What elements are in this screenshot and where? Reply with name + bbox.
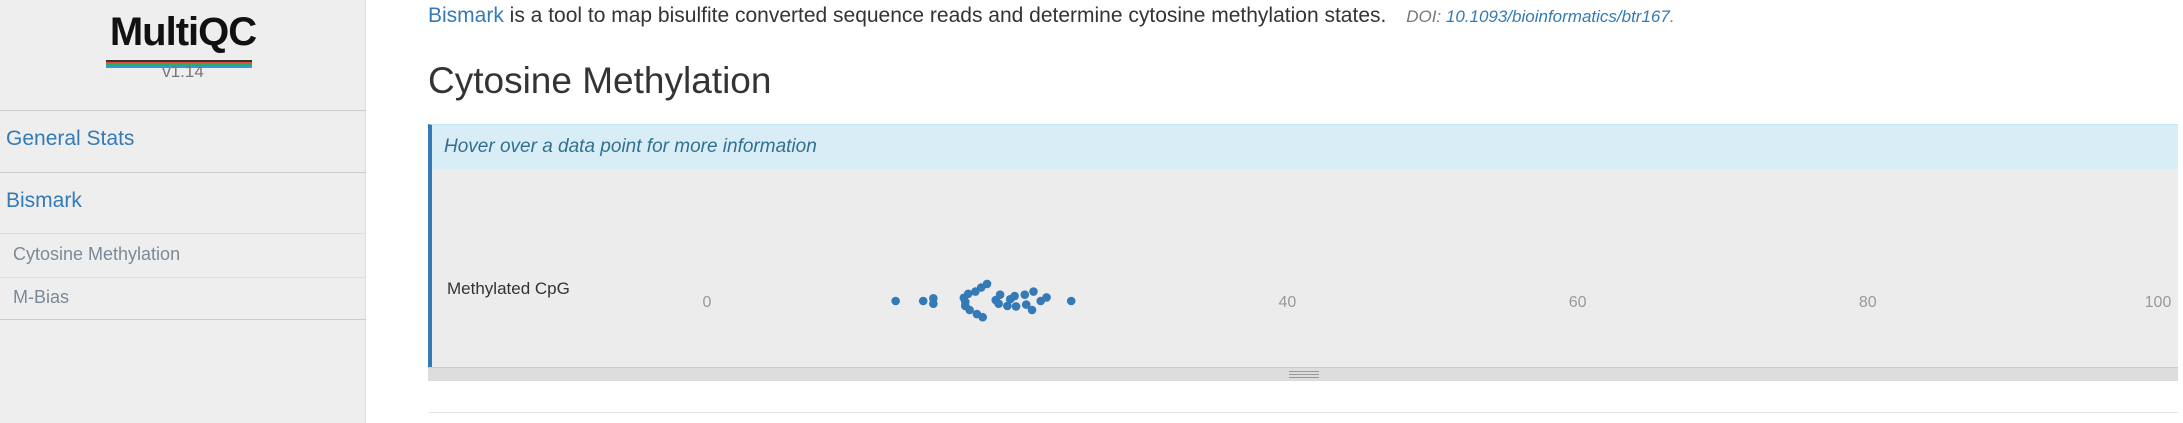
- plot-area[interactable]: Methylated CpG 0 40 60 80 100: [428, 169, 2178, 367]
- plot-resize-bar[interactable]: [428, 367, 2178, 381]
- logo-stripes: [106, 60, 252, 68]
- nav-divider: [0, 110, 366, 111]
- main-content: Bismark is a tool to map bisulfite conve…: [428, 0, 2183, 423]
- data-point[interactable]: [982, 279, 992, 289]
- beeswarm-chart[interactable]: Methylated CpG 0 40 60 80 100: [432, 169, 2178, 367]
- version-label: v1.14: [162, 62, 204, 81]
- logo-stripe: [106, 60, 252, 62]
- nav-divider: [0, 319, 366, 320]
- doi-suffix: .: [1669, 7, 1675, 26]
- data-point[interactable]: [965, 305, 974, 315]
- nav-subdivider: [0, 233, 366, 234]
- sidebar-item-cytosine-methylation[interactable]: Cytosine Methylation: [13, 244, 181, 264]
- x-tick-label: 0: [703, 294, 712, 311]
- data-point[interactable]: [1066, 296, 1076, 306]
- data-point[interactable]: [1020, 290, 1030, 299]
- x-tick-label: 60: [1569, 294, 1587, 311]
- data-point[interactable]: [1010, 291, 1019, 301]
- beeswarm-plot-panel: Hover over a data point for more informa…: [428, 124, 2178, 381]
- hover-hint-banner: Hover over a data point for more informa…: [428, 124, 2178, 169]
- section-divider: [428, 412, 2178, 413]
- data-point[interactable]: [995, 290, 1005, 299]
- multiqc-logo[interactable]: MultiQC: [0, 12, 366, 107]
- sidebar-item-bismark[interactable]: Bismark: [6, 189, 82, 212]
- logo-text: MultiQC: [109, 10, 257, 54]
- logo-stripe: [106, 62, 252, 64]
- section-title: Cytosine Methylation: [428, 60, 772, 101]
- data-point[interactable]: [1003, 301, 1012, 311]
- data-point[interactable]: [1011, 302, 1021, 311]
- bismark-link[interactable]: Bismark: [428, 4, 504, 27]
- data-point[interactable]: [1029, 287, 1038, 296]
- x-tick-label: 100: [2145, 294, 2172, 311]
- x-axis-ticks: 0 40 60 80 100: [703, 294, 2172, 311]
- resize-handle-icon[interactable]: [1289, 371, 1319, 378]
- data-point[interactable]: [1027, 305, 1037, 315]
- data-point[interactable]: [1042, 293, 1051, 302]
- data-point[interactable]: [929, 299, 938, 308]
- sidebar: MultiQC v1.14 General Stats Bismark Cyto…: [0, 0, 366, 423]
- nav-divider: [0, 172, 366, 173]
- data-point[interactable]: [994, 299, 1003, 308]
- doi-label: DOI:: [1406, 7, 1446, 26]
- data-point[interactable]: [963, 289, 973, 299]
- series-label: Methylated CpG: [447, 279, 570, 298]
- data-point[interactable]: [1021, 300, 1031, 309]
- nav-subdivider: [0, 277, 366, 278]
- sidebar-item-m-bias[interactable]: M-Bias: [13, 287, 70, 307]
- data-point[interactable]: [918, 296, 928, 306]
- logo-stripe: [106, 66, 252, 68]
- data-point[interactable]: [891, 296, 900, 306]
- data-points[interactable]: [891, 279, 1076, 322]
- logo-stripe: [106, 64, 252, 66]
- intro-description: is a tool to map bisulfite converted seq…: [503, 4, 1387, 27]
- data-point[interactable]: [978, 312, 987, 322]
- sidebar-item-general-stats[interactable]: General Stats: [6, 127, 135, 150]
- x-tick-label: 40: [1279, 294, 1297, 311]
- module-intro: Bismark is a tool to map bisulfite conve…: [428, 4, 1675, 28]
- x-tick-label: 80: [1859, 294, 1877, 311]
- doi-link[interactable]: 10.1093/bioinformatics/btr167: [1445, 7, 1670, 26]
- doi-block: DOI: 10.1093/bioinformatics/btr167.: [1406, 7, 1674, 26]
